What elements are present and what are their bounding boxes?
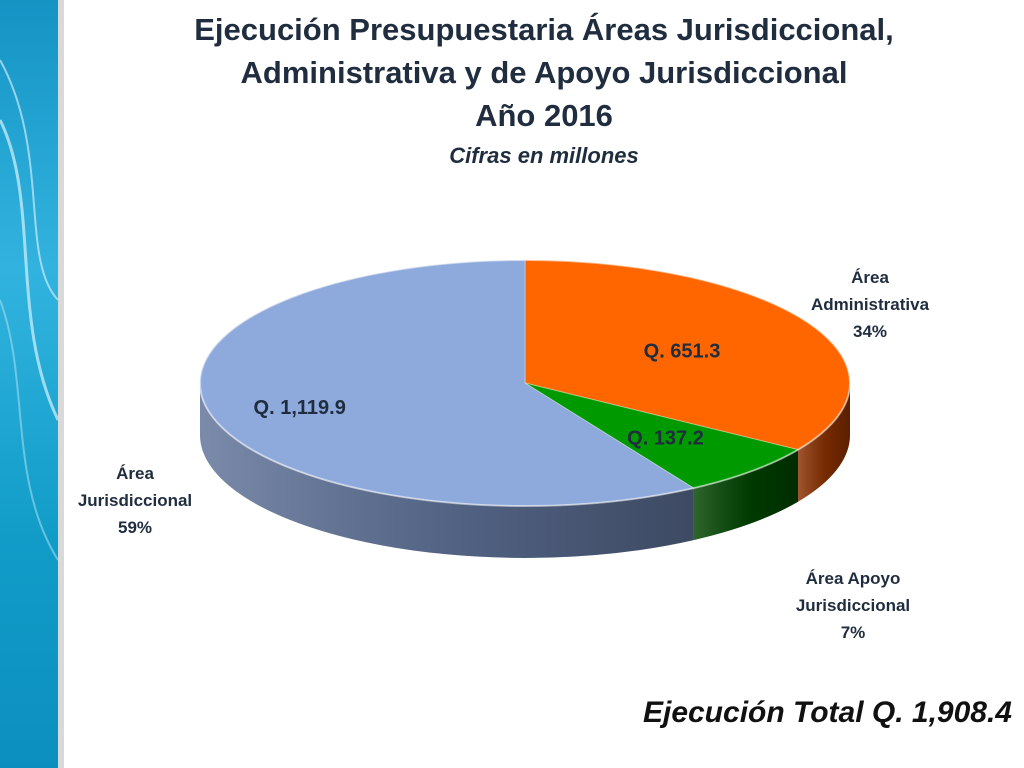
pie-value-label-2: Q. 1,119.9 — [254, 397, 346, 419]
left-decorative-band — [0, 0, 64, 768]
pie-rim-highlight — [199, 259, 851, 507]
slice-label-apoyo: Área Apoyo Jurisdiccional 7% — [795, 569, 911, 642]
chart-subtitle: Cifras en millones — [449, 143, 639, 168]
title-line-1: Ejecución Presupuestaria Áreas Jurisdicc… — [194, 12, 894, 47]
pie-value-label-0: Q. 651.3 — [644, 341, 721, 363]
pie-value-label-1: Q. 137.2 — [627, 428, 704, 450]
pie-side-shade-1 — [693, 449, 798, 541]
pie-slice-0 — [524, 259, 851, 451]
slice-label-jurisdiccional: Área Jurisdiccional 59% — [77, 464, 193, 537]
pie-slice-1 — [524, 382, 800, 489]
title-line-3: Año 2016 — [475, 98, 613, 133]
total-execution-text: Ejecución Total Q. 1,908.4 — [642, 696, 1012, 729]
title-block: Ejecución Presupuestaria Áreas Jurisdicc… — [64, 8, 1024, 173]
slice-label-administrativa: Área Administrativa 34% — [810, 268, 930, 341]
pie-slice-2 — [199, 259, 695, 507]
pie-side-shade-2 — [200, 383, 694, 558]
title-line-2: Administrativa y de Apoyo Jurisdiccional — [240, 55, 848, 90]
pie-side-shade-0 — [798, 383, 850, 502]
